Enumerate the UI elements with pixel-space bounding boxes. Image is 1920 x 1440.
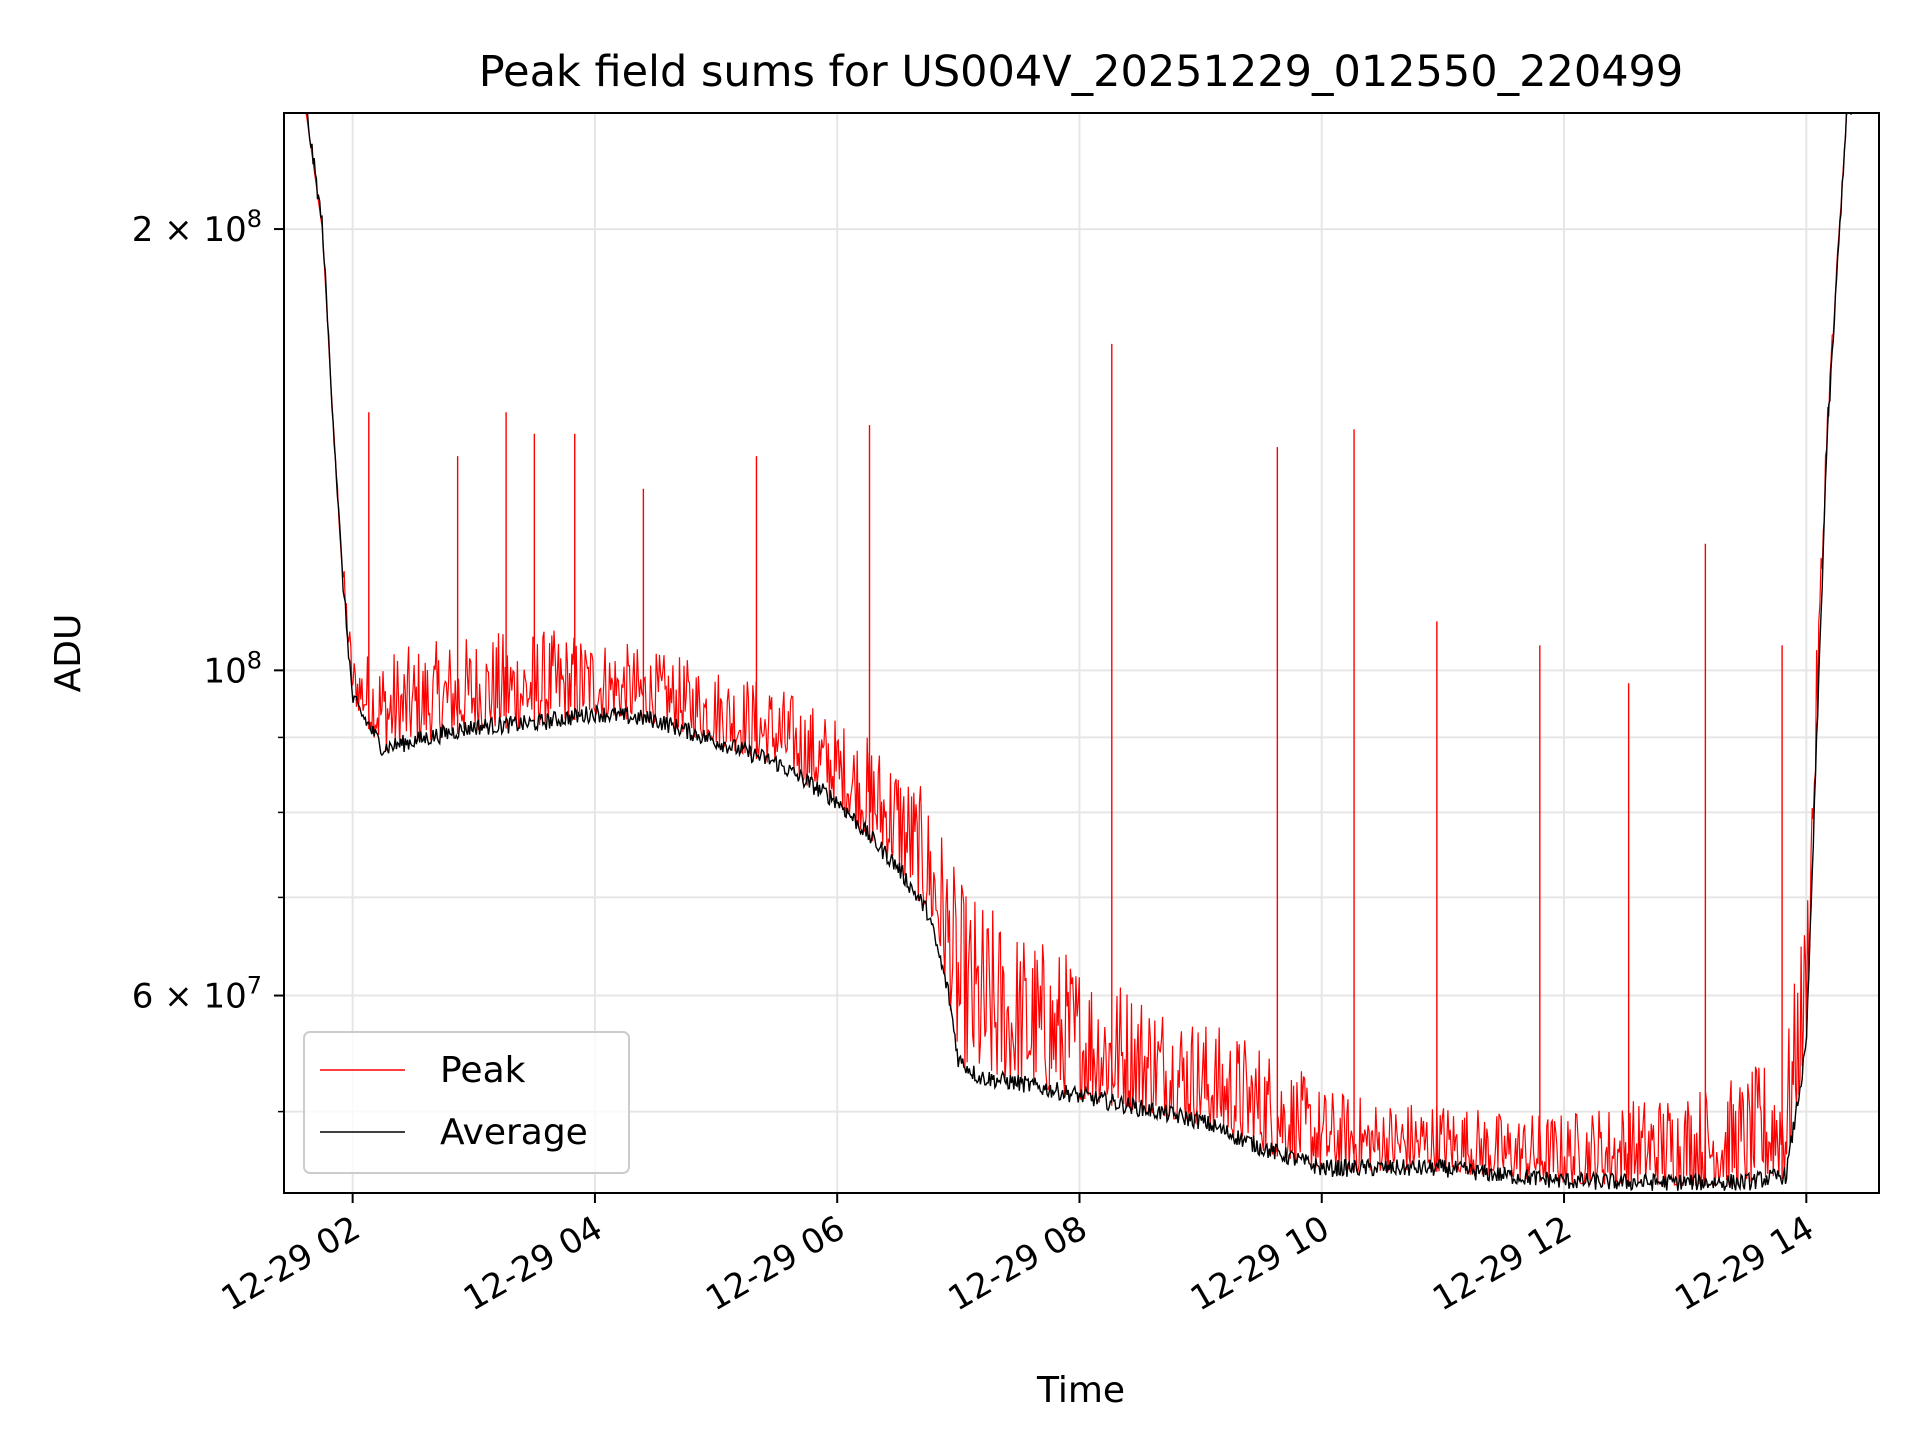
x-tick-label: 12-29 02: [215, 1208, 367, 1319]
y-tick-label: 2 × 108: [132, 205, 262, 250]
legend-label-peak: Peak: [440, 1050, 526, 1091]
series-line-average: [304, 113, 1852, 1192]
grid-layer: [284, 113, 1879, 1193]
x-tick-label: 12-29 06: [699, 1208, 851, 1319]
plot-frame: [283, 112, 1880, 1194]
y-axis-label: ADU: [48, 614, 89, 693]
legend-box: [303, 1031, 630, 1174]
y-axis: 6 × 107 108 2 × 108: [132, 205, 284, 1113]
x-tick-label: 12-29 08: [942, 1208, 1094, 1319]
x-axis: 12-29 02 12-29 04 12-29 06 12-29 08 12-29 10…: [215, 1193, 1821, 1319]
chart-title: Peak field sums for US004V_20251229_0125…: [479, 47, 1684, 97]
legend: Peak Average: [303, 1031, 630, 1174]
x-tick-label: 12-29 10: [1184, 1208, 1336, 1319]
x-tick-label: 12-29 14: [1668, 1208, 1820, 1319]
legend-label-average: Average: [440, 1112, 588, 1153]
x-axis-label: Time: [1036, 1370, 1125, 1411]
y-tick-label: 108: [203, 646, 262, 691]
x-tick-label: 12-29 12: [1426, 1208, 1578, 1319]
series-layer: [304, 113, 1859, 1192]
y-tick-label: 6 × 107: [132, 972, 262, 1017]
x-tick-label: 12-29 04: [457, 1208, 609, 1319]
series-line-peak: [304, 113, 1859, 1187]
